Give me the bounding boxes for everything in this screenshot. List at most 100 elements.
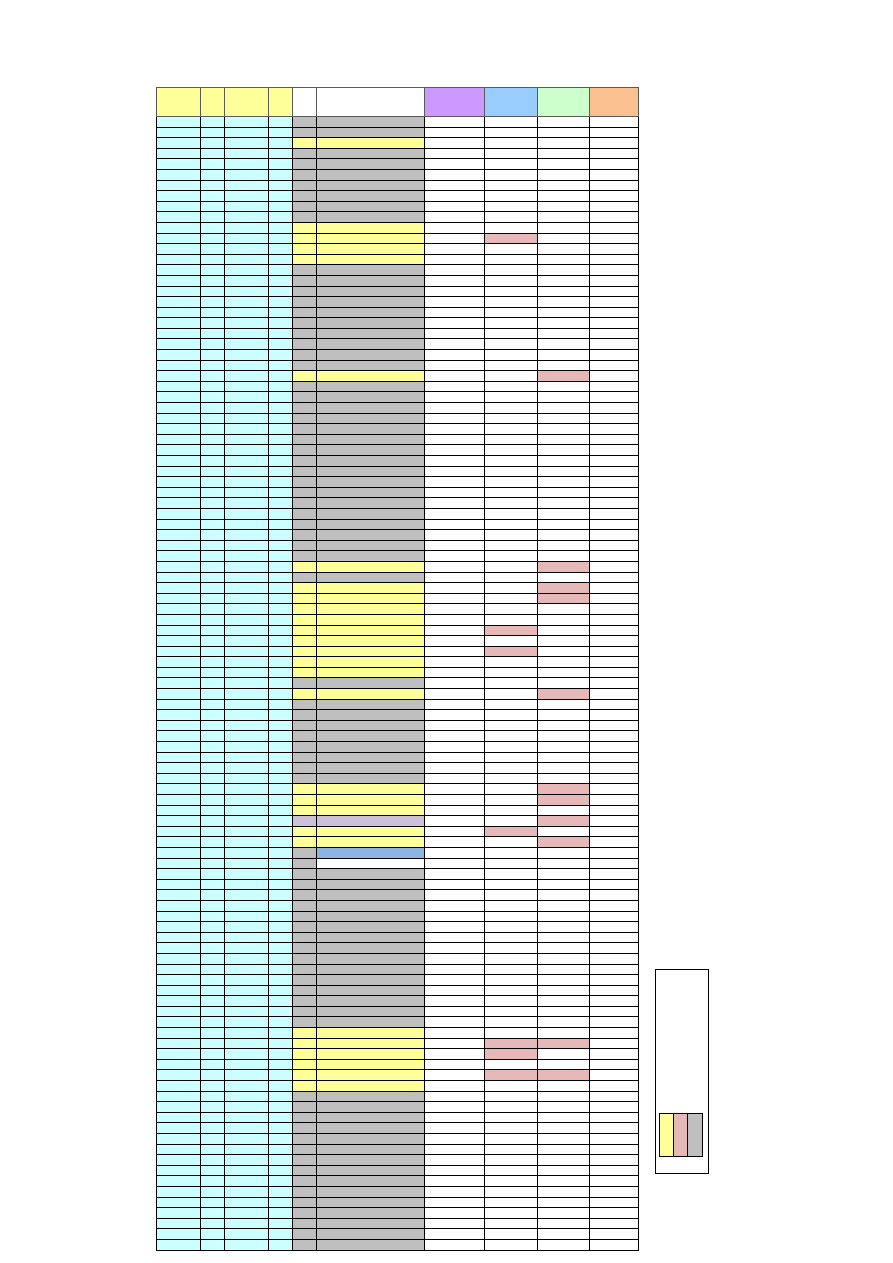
- cell-left-2[interactable]: [224, 804, 269, 817]
- cell-right-0[interactable]: [424, 836, 485, 848]
- cell-right-2[interactable]: [537, 825, 590, 838]
- cell-left-1[interactable]: [200, 1217, 225, 1230]
- cell-right-2[interactable]: [537, 190, 590, 202]
- cell-main[interactable]: [316, 1164, 425, 1177]
- cell-left-3[interactable]: [268, 677, 293, 690]
- table-row[interactable]: [156, 931, 639, 944]
- cell-right-1[interactable]: [484, 391, 538, 404]
- cell-main[interactable]: [316, 560, 425, 573]
- cell-right-1[interactable]: [484, 921, 538, 933]
- cell-left-0[interactable]: [156, 656, 201, 668]
- cell-right-1[interactable]: [484, 211, 538, 223]
- cell-left-3[interactable]: [268, 910, 293, 923]
- cell-main[interactable]: [316, 147, 425, 160]
- cell-right-0[interactable]: [424, 1016, 485, 1029]
- cell-main[interactable]: [316, 1048, 425, 1060]
- cell-right-1[interactable]: [484, 116, 538, 128]
- cell-left-3[interactable]: [268, 1005, 293, 1018]
- cell-marker[interactable]: [292, 846, 317, 859]
- cell-left-3[interactable]: [268, 243, 293, 255]
- cell-right-2[interactable]: [537, 264, 590, 276]
- cell-left-1[interactable]: [200, 560, 225, 573]
- table-row[interactable]: [156, 1207, 639, 1219]
- cell-left-2[interactable]: [224, 338, 269, 351]
- cell-main[interactable]: [316, 232, 425, 245]
- cell-left-2[interactable]: [224, 921, 269, 933]
- cell-marker[interactable]: [292, 995, 317, 1007]
- cell-left-3[interactable]: [268, 1228, 293, 1240]
- cell-left-0[interactable]: [156, 412, 201, 425]
- cell-right-0[interactable]: [424, 677, 485, 690]
- cell-main[interactable]: [316, 391, 425, 404]
- cell-right-1[interactable]: [484, 836, 538, 848]
- cell-left-3[interactable]: [268, 306, 293, 319]
- table-row[interactable]: [156, 698, 639, 711]
- cell-left-3[interactable]: [268, 1122, 293, 1134]
- cell-right-0[interactable]: [424, 147, 485, 160]
- cell-main[interactable]: [316, 359, 425, 372]
- cell-left-3[interactable]: [268, 1069, 293, 1082]
- cell-right-2[interactable]: [537, 635, 590, 647]
- cell-right-2[interactable]: [537, 391, 590, 404]
- cell-main[interactable]: [316, 285, 425, 298]
- cell-main[interactable]: [316, 656, 425, 668]
- table-row[interactable]: [156, 137, 639, 149]
- cell-right-3[interactable]: [589, 952, 639, 965]
- cell-right-1[interactable]: [484, 624, 538, 637]
- cell-left-3[interactable]: [268, 327, 293, 340]
- table-row[interactable]: [156, 560, 639, 573]
- cell-left-0[interactable]: [156, 274, 201, 287]
- cell-left-3[interactable]: [268, 359, 293, 372]
- cell-right-2[interactable]: [537, 253, 590, 266]
- cell-left-1[interactable]: [200, 656, 225, 668]
- cell-right-0[interactable]: [424, 889, 485, 901]
- cell-right-1[interactable]: [484, 741, 538, 753]
- cell-right-2[interactable]: [537, 666, 590, 679]
- cell-marker[interactable]: [292, 603, 317, 615]
- cell-marker[interactable]: [292, 179, 317, 192]
- cell-marker[interactable]: [292, 1048, 317, 1060]
- cell-main[interactable]: [316, 889, 425, 901]
- cell-left-3[interactable]: [268, 825, 293, 838]
- cell-right-3[interactable]: [589, 402, 639, 414]
- header-cell-6[interactable]: [424, 87, 485, 117]
- cell-right-0[interactable]: [424, 730, 485, 743]
- cell-main[interactable]: [316, 772, 425, 785]
- cell-left-0[interactable]: [156, 1228, 201, 1240]
- cell-main[interactable]: [316, 571, 425, 584]
- cell-left-0[interactable]: [156, 666, 201, 679]
- cell-right-3[interactable]: [589, 232, 639, 245]
- cell-left-0[interactable]: [156, 179, 201, 192]
- cell-right-3[interactable]: [589, 306, 639, 319]
- cell-marker[interactable]: [292, 1154, 317, 1166]
- cell-right-2[interactable]: [537, 645, 590, 658]
- cell-left-1[interactable]: [200, 550, 225, 562]
- cell-left-1[interactable]: [200, 815, 225, 827]
- cell-left-2[interactable]: [224, 327, 269, 340]
- cell-right-3[interactable]: [589, 274, 639, 287]
- cell-left-1[interactable]: [200, 179, 225, 192]
- cell-left-1[interactable]: [200, 274, 225, 287]
- cell-main[interactable]: [316, 412, 425, 425]
- cell-left-3[interactable]: [268, 794, 293, 806]
- cell-right-2[interactable]: [537, 751, 590, 764]
- cell-left-2[interactable]: [224, 1122, 269, 1134]
- cell-left-0[interactable]: [156, 868, 201, 880]
- cell-right-0[interactable]: [424, 179, 485, 192]
- cell-right-2[interactable]: [537, 550, 590, 562]
- cell-marker[interactable]: [292, 444, 317, 456]
- cell-right-0[interactable]: [424, 1048, 485, 1060]
- cell-marker[interactable]: [292, 751, 317, 764]
- cell-left-2[interactable]: [224, 772, 269, 785]
- cell-right-0[interactable]: [424, 168, 485, 181]
- cell-marker[interactable]: [292, 857, 317, 870]
- cell-right-0[interactable]: [424, 380, 485, 393]
- cell-left-2[interactable]: [224, 190, 269, 202]
- cell-main[interactable]: [316, 931, 425, 944]
- cell-marker[interactable]: [292, 794, 317, 806]
- cell-right-3[interactable]: [589, 560, 639, 573]
- cell-right-3[interactable]: [589, 677, 639, 690]
- cell-marker[interactable]: [292, 507, 317, 520]
- cell-marker[interactable]: [292, 1027, 317, 1039]
- cell-right-2[interactable]: [537, 232, 590, 245]
